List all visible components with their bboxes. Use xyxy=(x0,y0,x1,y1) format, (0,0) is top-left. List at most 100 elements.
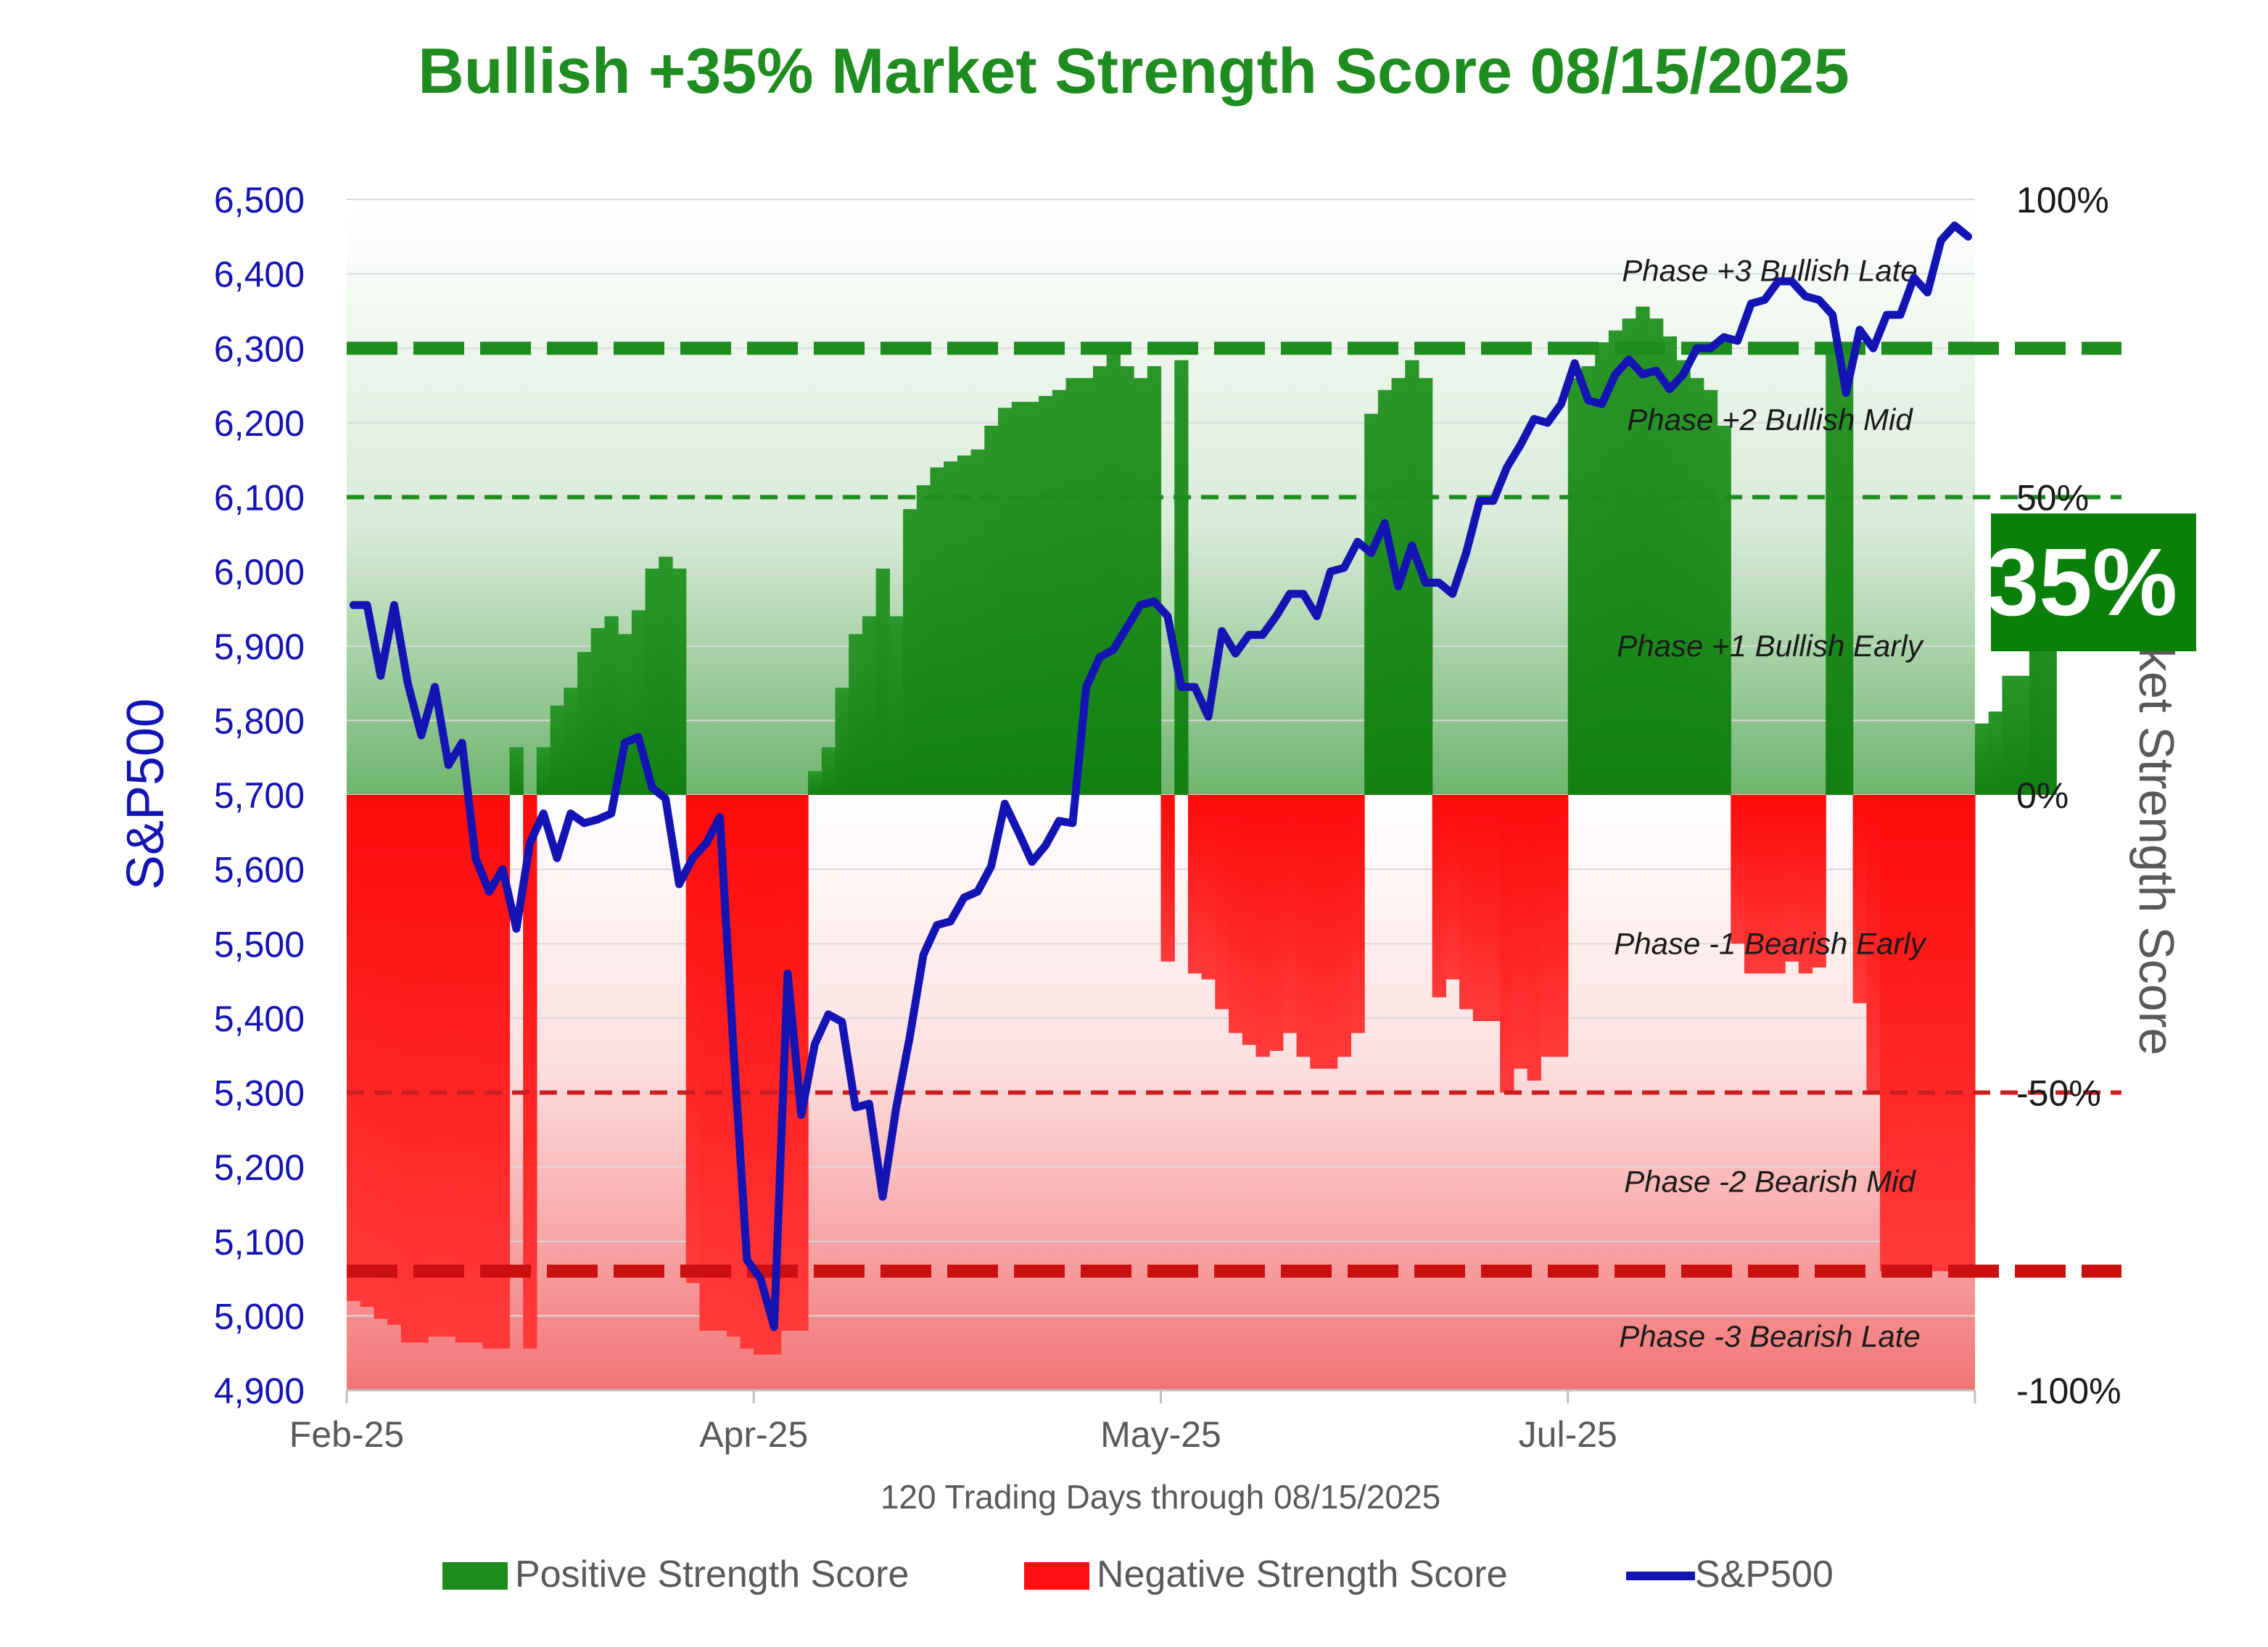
positive-strength-bar xyxy=(1676,360,1691,795)
positive-strength-bar xyxy=(1147,366,1162,795)
current-score-box xyxy=(1991,513,2196,651)
right-axis-tick-label: 0% xyxy=(2016,775,2069,816)
positive-strength-bar xyxy=(1649,318,1664,795)
negative-strength-bar xyxy=(1961,795,1976,1271)
negative-strength-bar xyxy=(1947,795,1962,1271)
positive-strength-bar xyxy=(944,461,958,795)
negative-strength-bar xyxy=(1229,795,1243,1033)
positive-strength-bar xyxy=(1092,366,1108,795)
positive-strength-bar xyxy=(1839,354,1854,796)
positive-strength-bar xyxy=(1377,389,1393,795)
positive-strength-bar xyxy=(536,747,551,795)
positive-strength-bar xyxy=(2002,675,2016,795)
negative-strength-bar xyxy=(1351,795,1365,1033)
negative-strength-bar xyxy=(1554,795,1569,1057)
negative-strength-bar xyxy=(1934,795,1949,1271)
phase-label: Phase -1 Bearish Early xyxy=(1614,926,1928,960)
negative-strength-bar xyxy=(1771,795,1786,974)
negative-strength-bar xyxy=(1160,795,1175,962)
right-axis-tick-label: -50% xyxy=(2016,1073,2101,1114)
negative-strength-bar xyxy=(1486,795,1501,1021)
left-axis-tick-label: 5,000 xyxy=(214,1296,305,1337)
positive-strength-bar xyxy=(1988,711,2003,795)
x-axis-tick-label: Apr-25 xyxy=(699,1414,808,1455)
x-axis-tick-label: May-25 xyxy=(1100,1414,1221,1455)
positive-strength-bar xyxy=(970,449,985,795)
sp500-line xyxy=(349,221,1973,1332)
legend-label-sp500: S&P500 xyxy=(1695,1553,1834,1596)
positive-strength-bar xyxy=(1134,378,1148,795)
negative-strength-bar xyxy=(1757,795,1772,974)
legend-label-negative: Negative Strength Score xyxy=(1097,1553,1508,1596)
positive-strength-bar xyxy=(1662,336,1678,796)
positive-strength-bar xyxy=(2016,675,2030,795)
negative-strength-bar xyxy=(1921,795,1935,1271)
positive-strength-bar xyxy=(1595,342,1609,795)
left-axis-tick-label: 5,800 xyxy=(214,701,305,741)
negative-strength-bar xyxy=(1798,795,1813,974)
left-axis-tick-label: 5,500 xyxy=(214,924,305,965)
negative-strength-bar xyxy=(1459,795,1474,1010)
negative-strength-bar xyxy=(1432,795,1446,998)
negative-strength-bar xyxy=(482,795,497,1349)
positive-strength-bar xyxy=(875,569,890,795)
negative-strength-bar xyxy=(754,795,768,1355)
negative-strength-bar xyxy=(1500,795,1514,1093)
negative-strength-bar xyxy=(469,795,483,1343)
positive-strength-bar xyxy=(1120,366,1134,795)
negative-strength-bar xyxy=(1541,795,1555,1057)
positive-strength-bar xyxy=(672,569,687,795)
negative-strength-bar xyxy=(1812,795,1826,968)
negative-strength-bar xyxy=(1880,795,1894,1271)
negative-strength-bar xyxy=(699,795,714,1331)
positive-strength-bar xyxy=(889,616,904,795)
positive-strength-bar xyxy=(1025,402,1039,795)
x-axis-ticks: Feb-25 Apr-25 May-25 Jul-25 xyxy=(289,1390,1976,1455)
negative-strength-bar xyxy=(1731,795,1745,944)
left-axis-tick-label: 4,900 xyxy=(214,1371,305,1411)
positive-strength-bar xyxy=(1717,425,1731,795)
positive-strength-bar xyxy=(1826,348,1840,795)
left-axis-title: S&P500 xyxy=(117,698,175,890)
right-axis-tick-label: 100% xyxy=(2016,180,2109,220)
positive-strength-bar xyxy=(916,485,931,795)
positive-strength-bar xyxy=(509,747,524,795)
right-axis-ticks: 100% 50% 0% -50% -100% xyxy=(2016,180,2121,1411)
negative-strength-bar xyxy=(1785,795,1799,962)
negative-strength-bar xyxy=(1242,795,1257,1045)
negative-strength-bar xyxy=(1269,795,1284,1052)
negative-strength-bar xyxy=(523,795,537,1349)
positive-strength-bar xyxy=(821,747,836,795)
negative-strength-bar xyxy=(685,795,701,1284)
right-axis-tick-label: -100% xyxy=(2016,1371,2121,1411)
left-axis-tick-label: 6,100 xyxy=(214,478,305,519)
positive-strength-bar xyxy=(1039,395,1053,795)
negative-strength-bar xyxy=(1255,795,1270,1057)
left-axis-tick-label: 6,200 xyxy=(214,403,305,444)
negative-strength-bar xyxy=(414,795,429,1343)
left-axis-tick-label: 5,700 xyxy=(214,775,305,816)
negative-strength-bar xyxy=(360,795,375,1308)
negative-strength-bar xyxy=(1852,795,1867,1004)
negative-strength-bar xyxy=(455,795,469,1343)
negative-strength-bar xyxy=(400,795,416,1343)
positive-strength-bar xyxy=(1174,360,1189,795)
legend-swatch-positive xyxy=(442,1562,508,1590)
negative-strength-bar xyxy=(1282,795,1298,1033)
negative-strength-bar xyxy=(794,795,809,1331)
positive-strength-bar xyxy=(604,616,619,795)
left-axis-tick-label: 5,100 xyxy=(214,1222,305,1263)
positive-strength-bar xyxy=(930,467,944,795)
negative-strength-bar xyxy=(1472,795,1488,1021)
negative-strength-bar xyxy=(1187,795,1203,974)
positive-strength-bar xyxy=(1405,360,1419,795)
positive-strength-bar xyxy=(808,771,822,795)
negative-strength-bar xyxy=(1893,795,1908,1271)
negative-strength-bar xyxy=(1744,795,1759,974)
negative-strength-bar xyxy=(1310,795,1324,1069)
negative-strength-bar xyxy=(1527,795,1541,1081)
chart-title: Bullish +35% Market Strength Score 08/15… xyxy=(418,35,1850,107)
left-axis-tick-label: 5,400 xyxy=(214,999,305,1039)
positive-strength-bar xyxy=(998,408,1013,795)
left-axis-tick-label: 5,900 xyxy=(214,627,305,667)
